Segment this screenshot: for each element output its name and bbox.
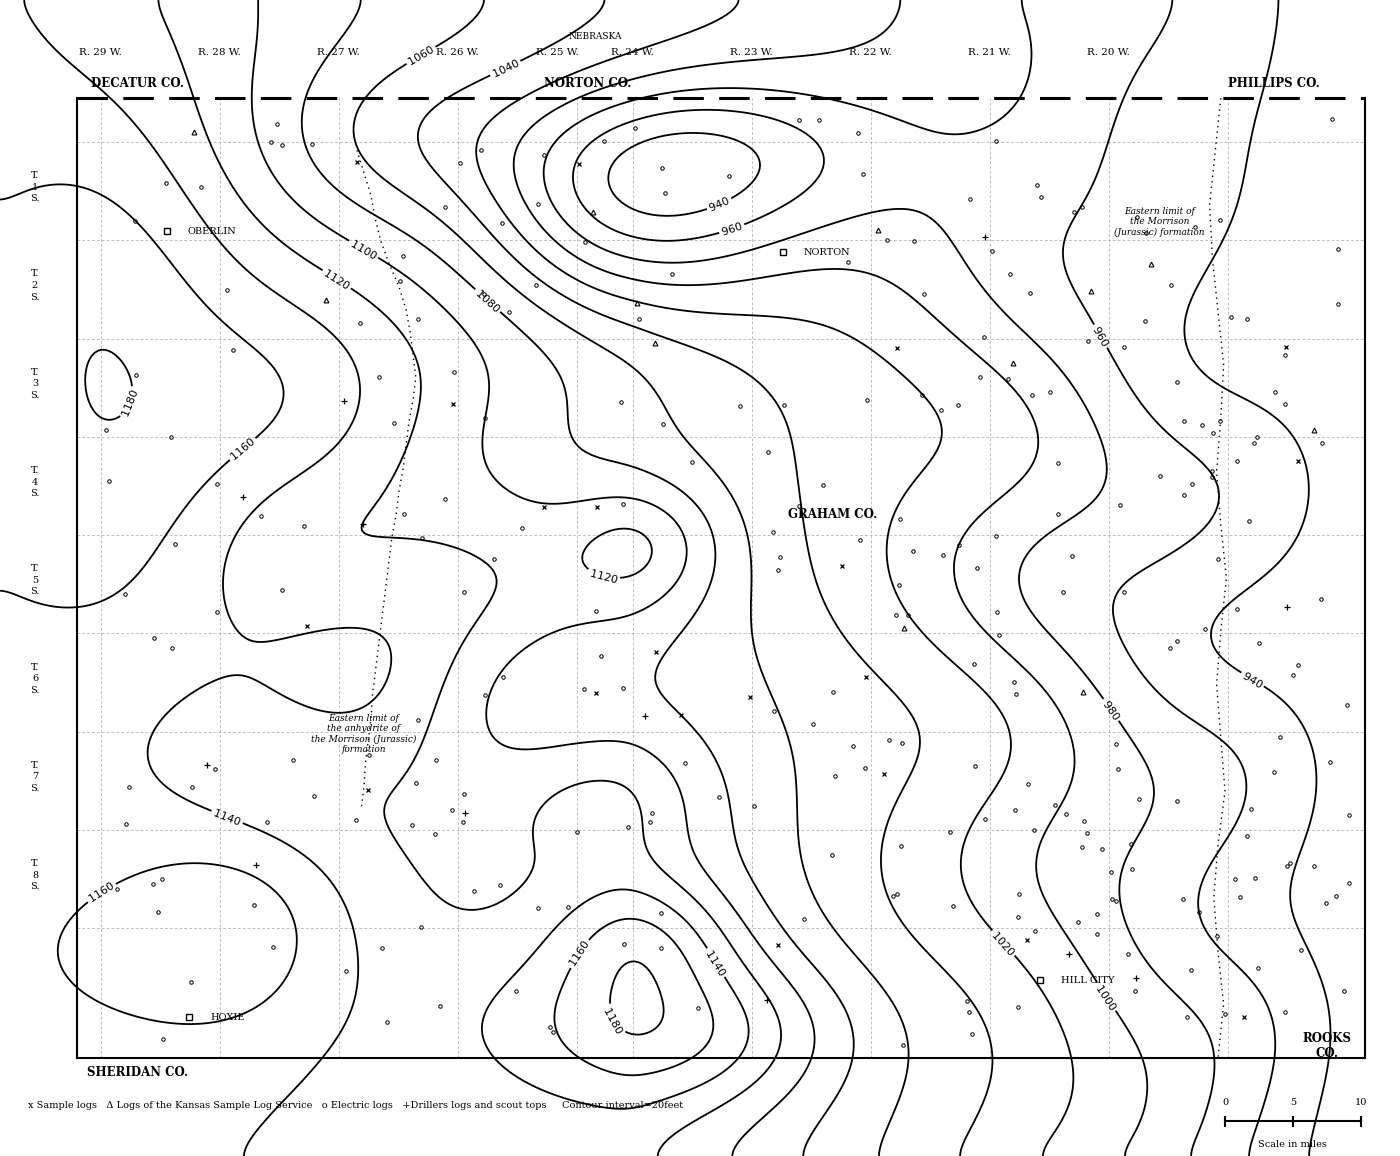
Text: $\it{1180}$: $\it{1180}$ [119, 387, 141, 418]
Text: SHERIDAN CO.: SHERIDAN CO. [87, 1066, 188, 1080]
Text: $\it{1140}$: $\it{1140}$ [703, 947, 728, 978]
Text: R. 21 W.: R. 21 W. [969, 47, 1011, 57]
Text: R. 27 W.: R. 27 W. [318, 47, 360, 57]
Text: $\it{1120}$: $\it{1120}$ [588, 566, 619, 586]
Text: $\it{940}$: $\it{940}$ [707, 194, 732, 214]
Text: T.: T. [31, 761, 39, 770]
Text: T.: T. [31, 564, 39, 573]
Text: T.: T. [31, 466, 39, 475]
Text: R. 24 W.: R. 24 W. [612, 47, 654, 57]
Text: T.: T. [31, 171, 39, 180]
Text: 0: 0 [1222, 1098, 1228, 1107]
Text: S.: S. [31, 587, 39, 596]
Text: 6: 6 [32, 674, 38, 683]
Text: 5: 5 [1289, 1098, 1296, 1107]
Text: 4: 4 [32, 477, 38, 487]
Text: S.: S. [31, 391, 39, 400]
Text: $\it{1100}$: $\it{1100}$ [347, 237, 379, 261]
Text: x Sample logs   Δ Logs of the Kansas Sample Log Service   o Electric logs   +Dri: x Sample logs Δ Logs of the Kansas Sampl… [28, 1101, 683, 1110]
Text: S.: S. [31, 686, 39, 695]
Text: GRAHAM CO.: GRAHAM CO. [788, 507, 878, 521]
Text: $\it{1160}$: $\it{1160}$ [85, 880, 118, 905]
Text: 7: 7 [32, 772, 38, 781]
Text: $\it{1080}$: $\it{1080}$ [473, 287, 503, 314]
Text: 8: 8 [32, 870, 38, 880]
Text: S.: S. [31, 882, 39, 891]
Text: $\it{960}$: $\it{960}$ [1091, 324, 1112, 349]
Text: R. 20 W.: R. 20 W. [1088, 47, 1130, 57]
Text: R. 29 W.: R. 29 W. [80, 47, 122, 57]
Text: R. 22 W.: R. 22 W. [850, 47, 892, 57]
Text: $\it{1140}$: $\it{1140}$ [211, 806, 244, 828]
Text: 2: 2 [32, 281, 38, 290]
Text: $\it{1060}$: $\it{1060}$ [405, 43, 437, 68]
Text: ROOKS
CO.: ROOKS CO. [1302, 1032, 1352, 1060]
Text: $\it{1020}$: $\it{1020}$ [990, 928, 1018, 958]
Text: $\it{1160}$: $\it{1160}$ [566, 938, 592, 969]
Text: $\it{980}$: $\it{980}$ [1100, 697, 1123, 722]
Text: R. 26 W.: R. 26 W. [437, 47, 479, 57]
Text: $\it{1040}$: $\it{1040}$ [490, 57, 521, 80]
Text: S.: S. [31, 489, 39, 498]
Text: $\it{1160}$: $\it{1160}$ [227, 435, 258, 464]
Text: 1: 1 [32, 183, 38, 192]
Text: HILL CITY: HILL CITY [1061, 976, 1114, 985]
Text: $\it{1120}$: $\it{1120}$ [321, 266, 353, 292]
Text: OBERLIN: OBERLIN [188, 227, 237, 236]
Text: PHILLIPS CO.: PHILLIPS CO. [1228, 76, 1320, 90]
Text: HOXIE: HOXIE [210, 1013, 245, 1022]
Text: S.: S. [31, 194, 39, 203]
Text: T.: T. [31, 859, 39, 868]
Text: R. 25 W.: R. 25 W. [536, 47, 578, 57]
Text: NEBRASKA: NEBRASKA [568, 32, 622, 42]
Text: DECATUR CO.: DECATUR CO. [91, 76, 183, 90]
Text: 5: 5 [32, 576, 38, 585]
Text: $\it{940}$: $\it{940}$ [1240, 668, 1266, 690]
Text: Scale in miles: Scale in miles [1259, 1140, 1327, 1149]
Text: T.: T. [31, 368, 39, 377]
Text: R. 28 W.: R. 28 W. [199, 47, 241, 57]
Text: 10: 10 [1355, 1098, 1366, 1107]
Text: T.: T. [31, 662, 39, 672]
Text: R. 23 W.: R. 23 W. [731, 47, 773, 57]
Text: T.: T. [31, 269, 39, 279]
Text: $\it{1000}$: $\it{1000}$ [1093, 981, 1120, 1013]
Text: NORTON: NORTON [804, 247, 850, 257]
Text: Eastern limit of
the Morrison
(Jurassic) formation: Eastern limit of the Morrison (Jurassic)… [1114, 207, 1204, 237]
Text: S.: S. [31, 784, 39, 793]
Text: NORTON CO.: NORTON CO. [545, 76, 631, 90]
Text: Eastern limit of
the anhydrite of
the Morrison (Jurassic)
formation: Eastern limit of the anhydrite of the Mo… [311, 714, 417, 754]
Text: S.: S. [31, 292, 39, 302]
Text: 3: 3 [32, 379, 38, 388]
Text: $\it{960}$: $\it{960}$ [720, 220, 745, 238]
Text: $\it{1180}$: $\it{1180}$ [602, 1003, 626, 1036]
